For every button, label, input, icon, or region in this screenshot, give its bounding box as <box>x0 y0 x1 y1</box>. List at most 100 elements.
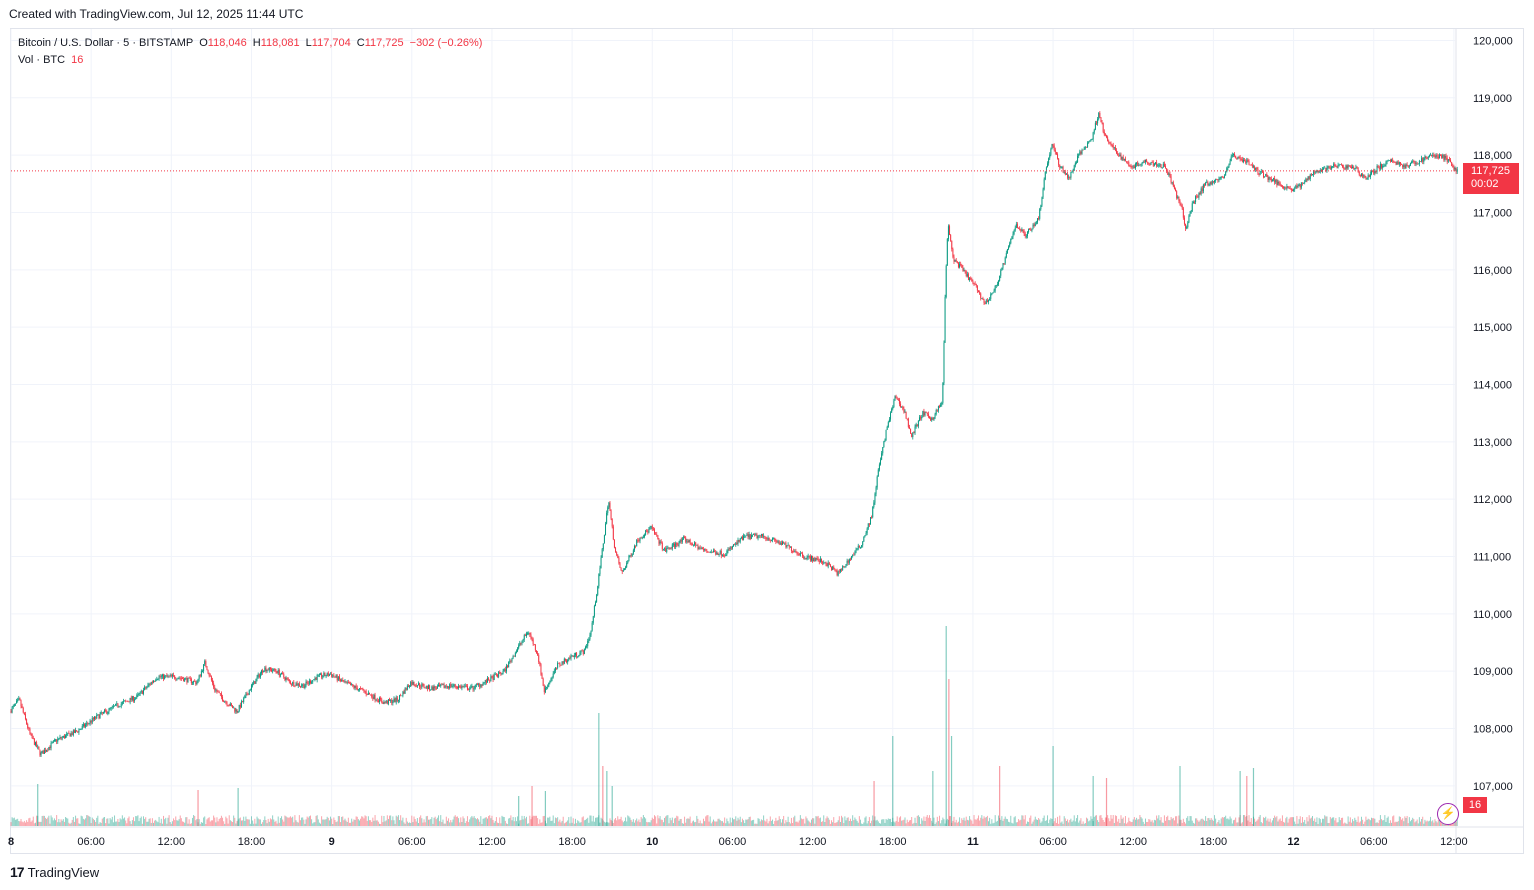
volume-bar <box>115 821 117 826</box>
candle-body <box>674 543 676 547</box>
candle-body <box>1032 224 1034 229</box>
candle-body <box>142 689 144 694</box>
volume-bar <box>217 821 219 826</box>
volume-bar <box>750 820 752 826</box>
volume-bar <box>1180 819 1182 826</box>
candle-body <box>157 678 159 680</box>
volume-bar <box>866 823 868 826</box>
volume-bar <box>638 819 640 826</box>
legend-close: 117,725 <box>364 37 404 49</box>
volume-bar <box>1342 817 1344 826</box>
tradingview-logo[interactable]: 17 TradingView <box>10 864 99 880</box>
candle-body <box>1170 176 1172 183</box>
volume-bar <box>49 823 51 826</box>
candle-body <box>680 539 682 542</box>
volume-bar <box>165 817 167 826</box>
candle-body <box>1244 159 1246 161</box>
candle-body <box>723 555 725 556</box>
candle-body <box>581 650 583 652</box>
volume-bar <box>272 815 274 826</box>
volume-bar <box>397 815 399 826</box>
volume-bar <box>939 815 941 826</box>
volume-bar <box>1427 821 1429 826</box>
volume-bar <box>1319 819 1321 826</box>
volume-bar <box>1408 817 1410 826</box>
volume-bar <box>166 823 168 826</box>
candle-body <box>412 682 414 685</box>
candle-body <box>107 711 109 714</box>
candle-body <box>576 652 578 657</box>
legend-symbol[interactable]: Bitcoin / U.S. Dollar · 5 · BITSTAMP <box>18 37 194 49</box>
volume-bar <box>1091 818 1093 826</box>
candle-body <box>1305 179 1307 182</box>
volume-bar <box>672 823 674 826</box>
volume-bar <box>1176 816 1178 826</box>
candle-body <box>308 680 310 684</box>
volume-bar <box>923 816 925 826</box>
volume-bar <box>178 819 180 826</box>
candle-body <box>1280 184 1282 187</box>
candle-body <box>238 705 240 711</box>
volume-bar <box>559 819 561 826</box>
volume-bar <box>747 819 749 826</box>
volume-bar <box>1057 816 1059 826</box>
volume-spike <box>237 788 239 826</box>
candle-body <box>216 689 218 692</box>
volume-bar <box>263 819 265 826</box>
volume-bar <box>931 820 933 826</box>
candle-body <box>972 281 974 284</box>
candle-body <box>239 705 241 708</box>
volume-bar <box>1318 817 1320 826</box>
candle-body <box>273 668 275 671</box>
candle-body <box>796 551 798 554</box>
candle-body <box>757 536 759 539</box>
volume-bar <box>896 816 898 826</box>
candle-body <box>503 669 505 671</box>
candle-body <box>1330 166 1332 169</box>
volume-bar <box>204 816 206 826</box>
volume-bar <box>710 823 712 826</box>
candle-body <box>105 710 107 711</box>
volume-bar <box>1435 821 1437 826</box>
candle-body <box>592 616 594 623</box>
candle-body <box>595 602 596 606</box>
volume-bar <box>189 823 191 826</box>
volume-bar <box>1110 815 1112 826</box>
candle-body <box>474 684 476 689</box>
candle-body <box>1002 263 1004 268</box>
candle-body <box>1392 159 1394 161</box>
volume-bar <box>665 816 667 826</box>
legend-vol-label[interactable]: Vol · BTC <box>18 54 66 66</box>
lightning-icon[interactable]: ⚡ <box>1437 803 1459 825</box>
candle-body <box>1329 167 1331 169</box>
legend-low-label: L <box>305 37 312 49</box>
volume-bar <box>229 820 231 826</box>
candle-body <box>1445 155 1447 158</box>
candle-body <box>567 660 569 663</box>
volume-bar <box>1048 823 1050 826</box>
candle-body <box>1326 167 1328 171</box>
volume-bar <box>1149 819 1151 826</box>
candle-body <box>126 701 128 702</box>
candle-body <box>1372 171 1374 172</box>
volume-bar <box>266 823 268 826</box>
candle-body <box>1415 163 1417 165</box>
candle-body <box>935 409 937 415</box>
volume-bar <box>1044 820 1046 826</box>
candle-body <box>102 711 104 714</box>
volume-bar <box>1286 816 1288 826</box>
volume-bar <box>807 820 809 826</box>
candle-body <box>1281 186 1283 188</box>
candle-body <box>1051 144 1053 150</box>
candle-body <box>52 741 54 743</box>
candle-body <box>1283 187 1285 189</box>
candle-body <box>738 539 740 542</box>
candle-body <box>898 399 900 404</box>
x-tick-label: 18:00 <box>879 836 907 848</box>
volume-bar <box>246 819 248 826</box>
volume-bar <box>1006 819 1008 826</box>
volume-bar <box>799 815 801 826</box>
candle-body <box>361 688 363 689</box>
volume-bar <box>921 818 923 826</box>
